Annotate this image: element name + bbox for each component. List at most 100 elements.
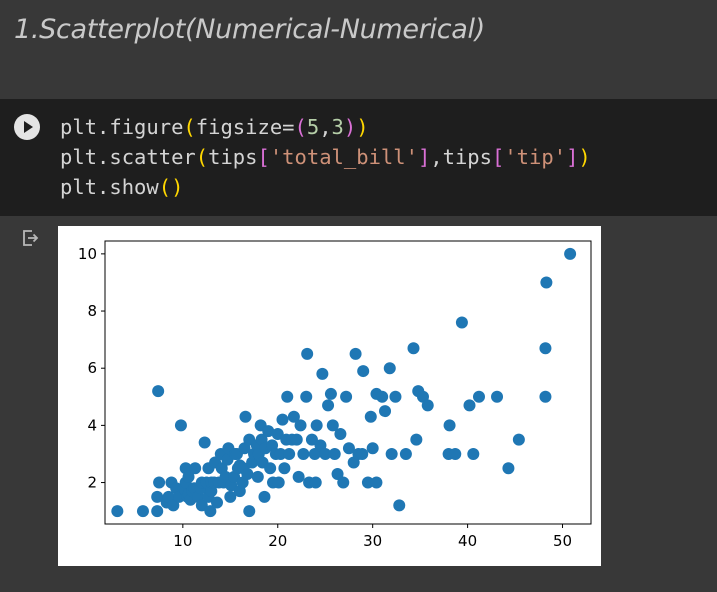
- y-tick-label: 2: [87, 474, 97, 492]
- scatter-point: [305, 433, 318, 446]
- scatter-point: [540, 276, 553, 289]
- scatter-point: [111, 505, 124, 518]
- scatter-point: [326, 419, 339, 432]
- scatter-point: [153, 476, 166, 489]
- code-editor[interactable]: plt.figure(figsize=(5,3)) plt.scatter(tip…: [60, 112, 591, 202]
- scatter-point: [491, 390, 504, 403]
- code-line: plt.show(): [60, 172, 591, 202]
- scatter-chart: 10 20 30 40 50 2 4 6 8 10: [78, 240, 592, 550]
- code-token: plt.scatter: [60, 145, 196, 169]
- scatter-point: [224, 490, 237, 503]
- code-token: plt.show: [60, 175, 159, 199]
- scatter-point: [262, 425, 275, 438]
- x-axis-ticks: 10 20 30 40 50: [173, 524, 572, 550]
- scatter-point: [308, 447, 321, 460]
- axes-frame: [104, 240, 592, 525]
- scatter-point: [361, 476, 374, 489]
- scatter-point: [264, 462, 277, 475]
- scatter-point: [410, 433, 423, 446]
- scatter-point: [152, 385, 165, 398]
- scatter-point: [211, 496, 224, 509]
- scatter-point: [379, 405, 392, 418]
- scatter-point: [455, 316, 468, 329]
- code-token: [: [257, 145, 270, 169]
- scatter-point: [337, 476, 350, 489]
- code-token: plt.figure: [60, 115, 184, 139]
- code-token: 5: [306, 115, 320, 139]
- scatter-point: [151, 490, 164, 503]
- scatter-point: [393, 499, 406, 512]
- scatter-point: [136, 505, 149, 518]
- code-token: ]: [417, 145, 431, 169]
- scatter-point: [322, 399, 335, 412]
- scatter-point: [564, 247, 577, 260]
- scatter-point: [331, 467, 344, 480]
- scatter-point: [342, 442, 355, 455]
- scatter-point: [283, 447, 296, 460]
- x-tick-label: 20: [268, 532, 287, 550]
- scatter-point: [276, 413, 289, 426]
- code-token: figsize=: [195, 115, 295, 139]
- scatter-point: [399, 447, 412, 460]
- y-tick-label: 4: [87, 416, 97, 434]
- code-token: tips: [208, 145, 258, 169]
- scatter-point: [340, 390, 353, 403]
- code-token: (: [183, 115, 196, 139]
- scatter-point: [421, 399, 434, 412]
- scatter-point: [407, 342, 420, 355]
- scatter-point: [328, 447, 341, 460]
- scatter-point: [189, 462, 202, 475]
- run-cell-button[interactable]: [14, 114, 40, 140]
- scatter-point: [151, 505, 164, 518]
- scatter-point: [539, 390, 552, 403]
- code-token: ): [343, 115, 357, 139]
- x-tick-label: 10: [173, 532, 192, 550]
- scatter-point: [357, 365, 370, 378]
- scatter-point: [271, 427, 284, 440]
- code-token: (: [294, 115, 307, 139]
- scatter-point: [300, 390, 313, 403]
- scatter-point: [241, 467, 254, 480]
- code-line: plt.scatter(tips['total_bill'],tips['tip…: [60, 142, 591, 172]
- scatter-point: [334, 427, 347, 440]
- scatter-point: [449, 447, 462, 460]
- play-icon: [24, 121, 33, 133]
- scatter-point: [251, 470, 264, 483]
- scatter-point: [174, 419, 187, 432]
- scatter-point: [443, 419, 456, 432]
- code-token: (: [195, 145, 209, 169]
- scatter-point: [385, 447, 398, 460]
- code-token: (): [158, 175, 184, 199]
- code-token: ,tips: [430, 145, 492, 169]
- code-token: 'tip': [504, 145, 567, 169]
- code-token: ,: [319, 115, 332, 139]
- scatter-point: [370, 476, 383, 489]
- scatter-point: [219, 470, 232, 483]
- scatter-point: [239, 410, 252, 423]
- code-cell[interactable]: [0, 99, 717, 216]
- scatter-point: [204, 505, 217, 518]
- scatter-point: [316, 367, 329, 380]
- scatter-point: [309, 476, 322, 489]
- y-tick-label: 10: [78, 245, 97, 263]
- y-axis-ticks: 2 4 6 8 10: [78, 245, 105, 492]
- scatter-point: [278, 462, 291, 475]
- code-token: ]: [566, 145, 579, 169]
- scatter-point: [383, 362, 396, 375]
- scatter-point: [349, 347, 362, 360]
- scatter-points: [111, 247, 577, 518]
- scatter-point: [281, 390, 294, 403]
- section-heading: 1.Scatterplot(Numerical-Numerical): [14, 14, 485, 45]
- scatter-point: [502, 462, 515, 475]
- code-line: plt.figure(figsize=(5,3)): [60, 112, 591, 142]
- plot-output: 10 20 30 40 50 2 4 6 8 10: [58, 226, 601, 566]
- scatter-point: [356, 447, 369, 460]
- scatter-point: [198, 436, 211, 449]
- code-token: ): [356, 115, 369, 139]
- y-tick-label: 8: [87, 302, 97, 320]
- scatter-point: [319, 447, 332, 460]
- x-tick-label: 40: [458, 532, 477, 550]
- scatter-point: [292, 470, 305, 483]
- scatter-point: [290, 433, 303, 446]
- scatter-point: [297, 447, 310, 460]
